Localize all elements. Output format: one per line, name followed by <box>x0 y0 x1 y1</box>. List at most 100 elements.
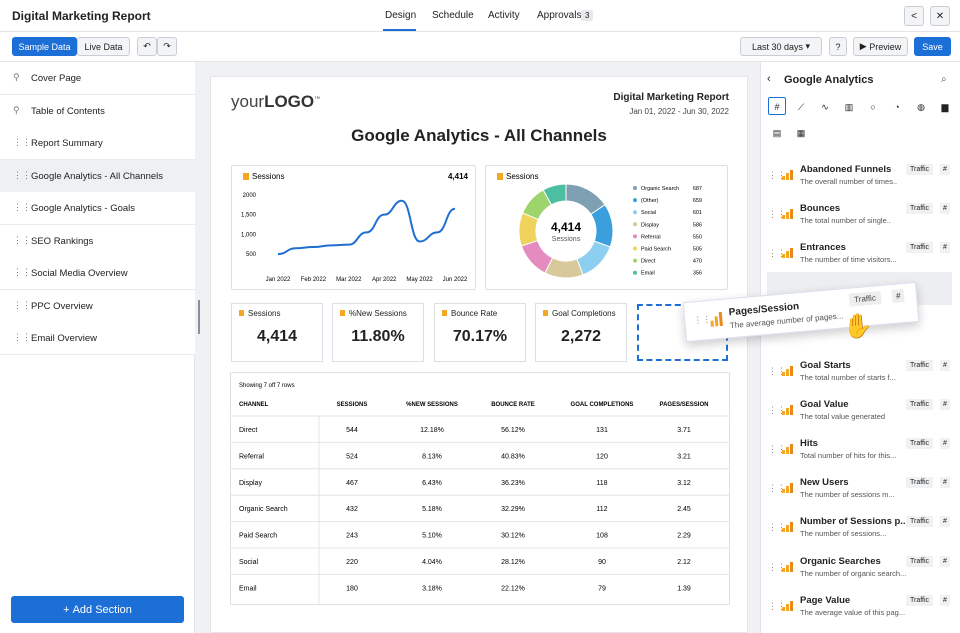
widget-type-button[interactable]: ▤ <box>772 128 782 138</box>
metric-icon-bar <box>790 405 793 415</box>
section-row[interactable] <box>0 159 195 193</box>
add-section-button[interactable]: + Add Section <box>11 596 184 623</box>
table-cell: 131 <box>596 427 608 434</box>
widget-type-button[interactable]: ▥ <box>844 102 854 112</box>
undo-button[interactable]: ↶ <box>137 37 157 56</box>
metric-description: The number of sessions... <box>800 529 887 538</box>
drag-icon: ⚲ <box>13 104 20 115</box>
column-header: GOAL COMPLETIONS <box>571 402 634 408</box>
metric-icon-bar <box>782 215 785 219</box>
table-caption: Showing 7 off 7 rows <box>239 383 295 389</box>
preview-label: Preview <box>869 41 902 52</box>
metric-name[interactable]: Hits <box>800 438 818 449</box>
metric-tag: Traffic <box>906 164 934 175</box>
metric-name[interactable]: Bounces <box>800 203 841 214</box>
help-button[interactable]: ? <box>829 37 847 56</box>
table-cell: 467 <box>346 480 358 487</box>
metric-name[interactable]: Goal Starts <box>800 360 851 371</box>
dragged-metric-tag: Traffic <box>848 291 882 307</box>
metric-icon-bar <box>786 447 789 454</box>
back-button[interactable]: ‹ <box>767 73 771 85</box>
metric-symbol: # <box>940 556 950 567</box>
dragged-metric[interactable]: ⋮⋮ Pages/Session The average number of p… <box>682 281 920 343</box>
redo-button[interactable]: ↷ <box>157 37 177 56</box>
section-row[interactable] <box>0 322 195 355</box>
widget-type-button[interactable]: ◔ <box>894 102 900 112</box>
drag-icon: ⋮⋮ <box>13 234 31 245</box>
widget-type-button[interactable]: # <box>768 97 786 115</box>
preview-button[interactable]: ▶ Preview <box>853 37 908 56</box>
metric-name[interactable]: Abandoned Funnels <box>800 164 892 175</box>
metric-name[interactable]: Goal Value <box>800 399 849 410</box>
widget-type-button[interactable]: ⟋ <box>797 102 805 112</box>
metric-icon-bar <box>782 528 785 532</box>
table-cell: 90 <box>598 559 606 566</box>
metric-icon-bar <box>782 254 785 258</box>
metric-symbol: # <box>940 516 950 527</box>
table-cell: 12.18% <box>420 427 444 434</box>
save-button[interactable]: Save <box>914 37 951 56</box>
drag-handle: ⋮⋮ <box>768 562 786 572</box>
drag-handle: ⋮⋮ <box>768 405 786 415</box>
widget-type-button[interactable]: ○ <box>870 102 876 112</box>
metric-name[interactable]: Organic Searches <box>800 556 881 567</box>
toolbar <box>0 32 960 62</box>
tab[interactable]: Approvals <box>537 10 582 21</box>
tab[interactable]: Design <box>385 10 417 21</box>
logo-prefix: your <box>231 92 265 111</box>
kpi-label: Sessions <box>248 309 281 318</box>
metric-description: The total number of starts f... <box>800 373 896 382</box>
widget-type-button[interactable]: ▆ <box>941 102 949 112</box>
chart-icon <box>243 173 249 180</box>
metric-icon-bar <box>786 173 789 180</box>
table-cell: 120 <box>596 453 608 460</box>
widget-type-button[interactable]: ▦ <box>796 128 806 138</box>
x-tick-label: Jun 2022 <box>443 277 468 283</box>
live-data-button[interactable]: Live Data <box>77 37 130 56</box>
sample-data-button[interactable]: Sample Data <box>12 37 77 56</box>
tab[interactable]: Schedule <box>432 10 474 21</box>
search-button[interactable]: ⌕ <box>941 74 947 85</box>
metric-name[interactable]: Number of Sessions p... <box>800 516 909 527</box>
legend-swatch <box>633 234 637 239</box>
kpi-card <box>231 303 323 362</box>
kpi-label: Goal Completions <box>552 309 616 318</box>
metric-name[interactable]: Page Value <box>800 595 851 606</box>
metric-icon-bar <box>786 565 789 572</box>
metric-name[interactable]: Entrances <box>800 242 846 253</box>
date-range-button[interactable]: Last 30 days ▾ <box>740 37 822 56</box>
legend-swatch <box>633 258 637 263</box>
widget-type-button[interactable]: ◍ <box>917 102 925 112</box>
metric-icon-bar <box>782 489 785 493</box>
section-row[interactable] <box>0 127 195 160</box>
close-button[interactable]: ✕ <box>930 6 950 26</box>
table-cell: 6.43% <box>422 480 442 487</box>
share-button[interactable]: < <box>904 6 924 26</box>
metric-description: Total number of hits for this... <box>800 451 897 460</box>
table-cell: Organic Search <box>239 506 288 513</box>
column-header: CHANNEL <box>239 402 269 408</box>
kpi-value: 11.80% <box>351 328 405 345</box>
metric-tag: Traffic <box>906 516 934 527</box>
section-name: Cover Page <box>31 73 82 84</box>
column-header: %NEW SESSIONS <box>406 402 458 408</box>
kpi-icon <box>442 310 447 316</box>
section-row[interactable] <box>0 62 195 95</box>
table-cell: Social <box>239 559 259 566</box>
widget-type-button[interactable]: ∿ <box>821 102 829 112</box>
logo-mark: ™ <box>314 96 321 103</box>
resize-handle <box>198 300 200 334</box>
table-card: Showing 7 off 7 rows CHANNEL SESSIONS %NEW … <box>230 372 730 605</box>
legend-value: 601 <box>693 210 702 216</box>
add-section-label: Add Section <box>72 603 132 616</box>
table-cell: 544 <box>346 427 358 434</box>
metric-name[interactable]: New Users <box>800 477 849 488</box>
legend-label: Email <box>641 271 655 277</box>
drag-handle: ⋮⋮ <box>768 601 786 611</box>
metric-icon-bar <box>790 522 793 532</box>
metric-tag: Traffic <box>906 399 934 410</box>
section-row[interactable] <box>0 289 195 323</box>
metric-tag: Traffic <box>906 556 934 567</box>
tab[interactable]: Activity <box>488 10 520 21</box>
section-name: Google Analytics - Goals <box>31 203 136 214</box>
